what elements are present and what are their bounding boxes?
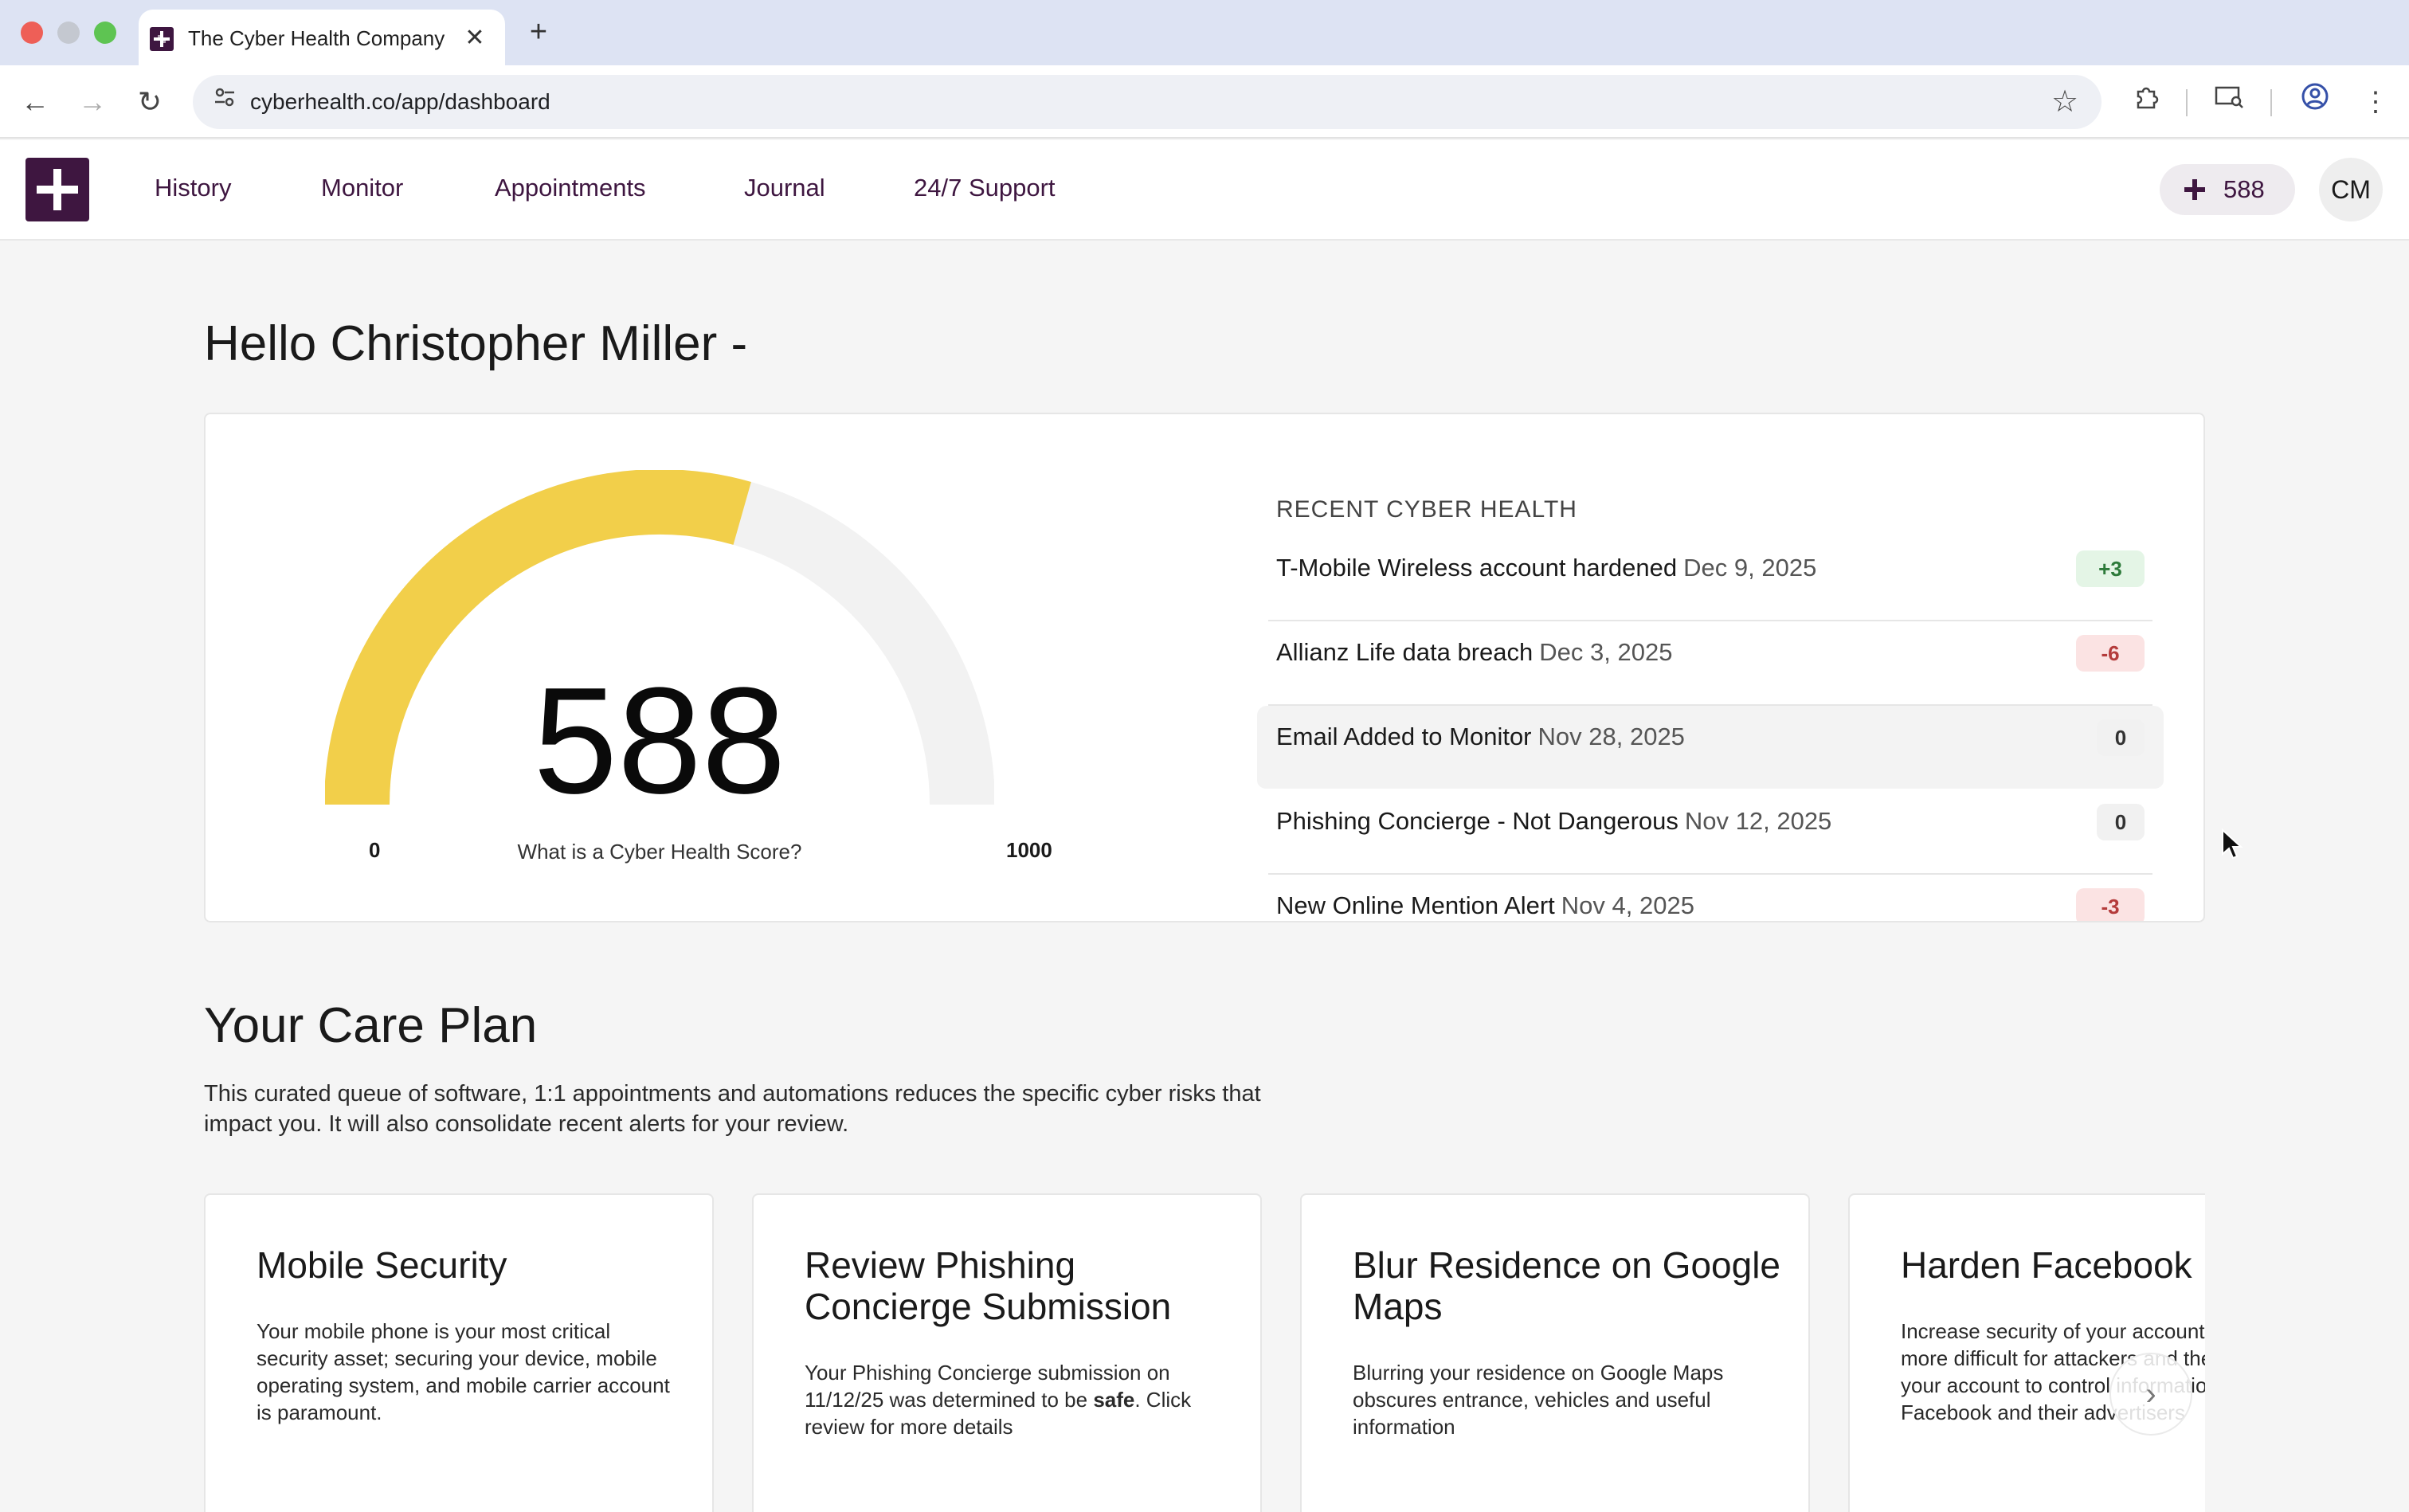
recent-event-row[interactable]: Phishing Concierge - Not Dangerous Nov 12…	[1268, 790, 2152, 875]
score-pill[interactable]: 588	[2160, 164, 2295, 215]
care-plan-carousel: Mobile Security Your mobile phone is you…	[204, 1193, 2205, 1512]
toolbar-divider	[2186, 89, 2188, 116]
browser-toolbar: ← → ↻ cyberhealth.co/app/dashboard ☆ ⋮	[0, 65, 2409, 139]
score-gauge	[325, 470, 994, 805]
score-delta-badge: -6	[2076, 635, 2145, 672]
score-value: 588	[533, 656, 786, 825]
nav-appointments[interactable]: Appointments	[495, 174, 646, 202]
brand-logo[interactable]	[25, 158, 89, 221]
nav-history[interactable]: History	[155, 174, 232, 202]
care-card-body-emphasis: safe	[1093, 1388, 1135, 1412]
recent-event-row[interactable]: Allianz Life data breach Dec 3, 2025 -6	[1268, 621, 2152, 706]
recent-event-title: T-Mobile Wireless account hardened	[1276, 554, 1678, 582]
recent-event-text: Allianz Life data breach Dec 3, 2025	[1276, 621, 1672, 684]
score-delta-badge: -3	[2076, 888, 2145, 921]
recent-event-text: T-Mobile Wireless account hardened Dec 9,…	[1276, 537, 1816, 599]
care-card-title: Mobile Security	[257, 1244, 507, 1286]
care-plan-description: This curated queue of software, 1:1 appo…	[204, 1081, 1261, 1137]
site-settings-icon[interactable]	[207, 84, 242, 119]
close-window-button[interactable]	[21, 22, 43, 44]
mouse-cursor-icon	[2221, 828, 2243, 864]
site-favicon-icon	[150, 27, 174, 51]
cyber-health-score-card: 588 0 1000 What is a Cyber Health Score?…	[204, 413, 2205, 922]
gauge-min-label: 0	[369, 838, 381, 862]
url-text[interactable]: cyberhealth.co/app/dashboard	[250, 89, 550, 114]
new-tab-button[interactable]: +	[529, 15, 548, 49]
recent-event-date: Dec 3, 2025	[1539, 638, 1673, 666]
care-plan-heading: Your Care Plan	[204, 998, 538, 1053]
care-card-title: Blur Residence on Google Maps	[1353, 1244, 1780, 1327]
address-bar[interactable]: cyberhealth.co/app/dashboard ☆	[193, 75, 2102, 129]
bookmark-star-icon[interactable]: ☆	[2051, 85, 2079, 119]
recent-event-date: Nov 4, 2025	[1561, 891, 1694, 919]
recent-event-text: Phishing Concierge - Not Dangerous Nov 12…	[1276, 790, 1831, 852]
reload-button[interactable]: ↻	[137, 85, 163, 118]
care-card-body: Blurring your residence on Google Maps o…	[1353, 1361, 1724, 1439]
score-pill-value: 588	[2223, 175, 2265, 203]
toolbar-divider	[2270, 89, 2272, 116]
care-card-title: Review Phishing Concierge Submission	[805, 1244, 1172, 1327]
nav-journal[interactable]: Journal	[744, 174, 825, 202]
recent-event-title: New Online Mention Alert	[1276, 891, 1555, 919]
browser-menu-icon[interactable]: ⋮	[2362, 87, 2389, 117]
user-avatar[interactable]: CM	[2319, 158, 2383, 221]
care-card-body: Your Phishing Concierge submission on 11…	[805, 1359, 1219, 1440]
minimize-window-button[interactable]	[57, 22, 80, 44]
score-info-link[interactable]: What is a Cyber Health Score?	[517, 840, 802, 864]
tab-title: The Cyber Health Company	[188, 26, 445, 50]
care-card-body-text: Your Phishing Concierge submission on 11…	[805, 1361, 1170, 1412]
page-greeting: Hello Christopher Miller -	[204, 316, 748, 371]
recent-event-title: Allianz Life data breach	[1276, 638, 1534, 666]
gauge-fill	[325, 470, 751, 805]
recent-event-date: Nov 12, 2025	[1684, 807, 1832, 835]
recent-event-row[interactable]: T-Mobile Wireless account hardened Dec 9,…	[1268, 537, 2152, 621]
care-card-body: Your mobile phone is your most critical …	[257, 1319, 670, 1424]
carousel-next-button[interactable]: ›	[2109, 1353, 2192, 1436]
score-delta-badge: +3	[2076, 550, 2145, 587]
care-card-body-text: . Click review for more details	[805, 1388, 1192, 1439]
care-card-mobile-security[interactable]: Mobile Security Your mobile phone is you…	[204, 1193, 714, 1512]
score-delta-badge: 0	[2097, 804, 2145, 840]
recent-event-text: Email Added to Monitor Nov 28, 2025	[1276, 706, 1685, 768]
back-button[interactable]: ←	[21, 85, 49, 118]
brand-cross-icon	[2182, 177, 2207, 202]
care-card-title: Harden Facebook	[1901, 1244, 2192, 1286]
browser-tab[interactable]: The Cyber Health Company ✕	[139, 10, 505, 67]
nav-support[interactable]: 24/7 Support	[914, 174, 1056, 202]
browser-tab-bar: The Cyber Health Company ✕ +	[0, 0, 2409, 67]
recent-event-row[interactable]: New Online Mention Alert Nov 4, 2025 -3	[1268, 875, 2152, 921]
extensions-icon[interactable]	[2125, 81, 2167, 123]
gauge-max-label: 1000	[1006, 838, 1052, 862]
tab-close-icon[interactable]: ✕	[464, 25, 485, 51]
recent-event-date: Dec 9, 2025	[1683, 554, 1817, 582]
recent-event-title: Phishing Concierge - Not Dangerous	[1276, 807, 1678, 835]
nav-monitor[interactable]: Monitor	[321, 174, 404, 202]
cast-search-icon[interactable]	[2208, 81, 2250, 123]
forward-button[interactable]: →	[78, 85, 107, 118]
app-header: History Monitor Appointments Journal 24/…	[0, 140, 2409, 241]
score-delta-badge: 0	[2097, 719, 2145, 756]
recent-events-list: T-Mobile Wireless account hardened Dec 9,…	[1257, 537, 2164, 921]
recent-cyber-health-heading: RECENT CYBER HEALTH	[1276, 496, 1577, 523]
recent-event-row[interactable]: Email Added to Monitor Nov 28, 2025 0	[1257, 706, 2164, 790]
recent-event-text: New Online Mention Alert Nov 4, 2025	[1276, 875, 1694, 921]
profile-icon[interactable]	[2294, 81, 2336, 123]
recent-event-date: Nov 28, 2025	[1537, 723, 1685, 750]
recent-event-title: Email Added to Monitor	[1276, 723, 1532, 750]
maximize-window-button[interactable]	[94, 22, 116, 44]
care-card-blur-residence[interactable]: Blur Residence on Google Maps Blurring y…	[1300, 1193, 1810, 1512]
care-card-review-phishing[interactable]: Review Phishing Concierge Submission You…	[752, 1193, 1262, 1512]
